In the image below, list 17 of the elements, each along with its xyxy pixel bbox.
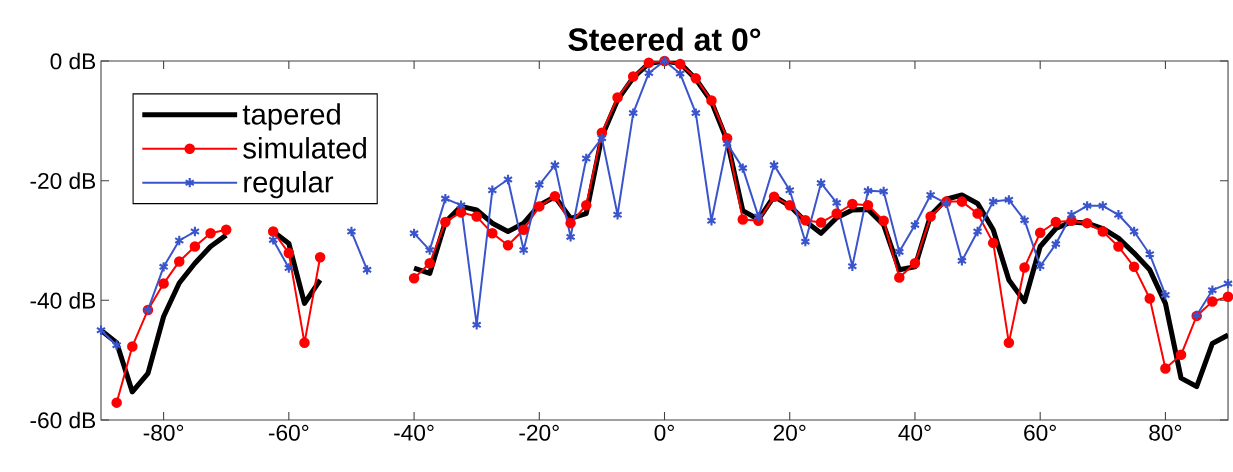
- legend-label: tapered: [242, 103, 340, 131]
- y-tick-label: -60 dB: [30, 411, 96, 429]
- legend-label: regular: [244, 171, 334, 199]
- legend-label: simulated: [243, 137, 366, 159]
- x-tick-label: 60°: [1024, 424, 1056, 441]
- y-tick-label: -20 dB: [30, 172, 96, 189]
- x-tick-label: -80°: [143, 424, 184, 441]
- x-tick-label: -60°: [268, 424, 309, 441]
- y-tick-label: 0 dB: [50, 52, 96, 70]
- y-tick-label: -40 dB: [30, 292, 96, 309]
- x-tick-label: 80°: [1149, 424, 1182, 441]
- chart-title: Steered at 0°: [568, 27, 761, 51]
- x-tick-label: 0°: [654, 424, 674, 441]
- x-tick-label: -20°: [519, 424, 559, 441]
- x-tick-label: 20°: [773, 424, 806, 441]
- x-tick-label: 40°: [898, 424, 931, 441]
- x-tick-label: -40°: [394, 424, 434, 441]
